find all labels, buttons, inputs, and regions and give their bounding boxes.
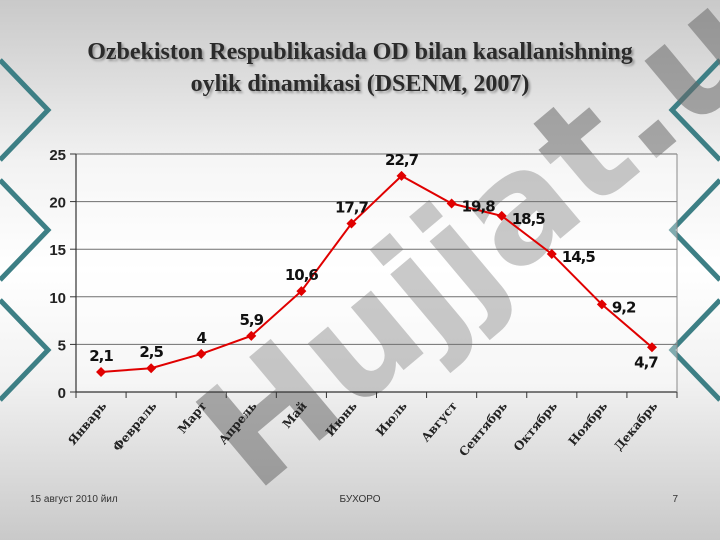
title-line-1: Ozbekiston Respublikasida OD bilan kasal… (87, 39, 633, 65)
data-label: 5,9 (240, 311, 264, 329)
data-point (196, 348, 207, 359)
x-tick-label: Август (418, 399, 460, 445)
data-label: 2,1 (89, 347, 113, 365)
title-line-2: oylik dinamikasi (DSENM, 2007) (190, 71, 530, 97)
page-title: Ozbekiston Respublikasida OD bilan kasal… (20, 36, 700, 100)
y-tick-label: 15 (49, 242, 66, 259)
y-axis-ticks: 0 5 10 15 20 25 (49, 147, 76, 402)
data-label: 4,7 (634, 353, 658, 371)
plot-area (76, 154, 677, 392)
data-label: 9,2 (612, 298, 636, 316)
y-tick-label: 20 (49, 195, 66, 212)
x-tick-label: Апрель (216, 399, 260, 447)
data-point (296, 286, 307, 297)
data-point (146, 363, 157, 374)
series-line-path (100, 174, 653, 374)
x-tick-label: Май (280, 399, 310, 431)
data-point (546, 248, 557, 259)
footer-date: 15 август 2010 йил (30, 494, 118, 505)
data-label: 10,6 (285, 266, 319, 284)
x-tick-label: Июль (373, 399, 410, 439)
x-tick-label: Декабрь (611, 399, 660, 453)
x-tick-label: Ноябрь (566, 399, 611, 448)
data-point (596, 299, 607, 310)
data-labels: 2,1 2,5 4 5,9 10,6 17,7 22,7 19,8 18,5 14,5 9,2 4,7 (89, 151, 659, 371)
x-tick-label: Февраль (110, 399, 159, 454)
data-point (496, 210, 507, 221)
data-point (446, 198, 457, 209)
data-label: 4 (196, 329, 206, 347)
data-label: 19,8 (462, 198, 496, 216)
y-tick-label: 25 (49, 147, 66, 164)
data-point (646, 342, 657, 353)
plot-background (76, 154, 677, 392)
x-tick-label: Июнь (323, 399, 360, 439)
data-point (246, 330, 257, 341)
data-point (396, 170, 407, 181)
y-tick-label: 0 (58, 385, 66, 402)
data-points (96, 170, 657, 378)
data-point (346, 218, 357, 229)
y-tick-label: 10 (49, 290, 66, 307)
left-arrow-decoration (0, 58, 52, 402)
data-label: 14,5 (562, 248, 596, 266)
data-label: 22,7 (385, 151, 419, 169)
x-tick-label: Октябрь (511, 399, 560, 454)
right-arrow-decoration (668, 58, 720, 402)
x-tick-label: Январь (65, 399, 109, 448)
data-label: 2,5 (139, 343, 163, 361)
x-tick-label: Сентябрь (456, 399, 510, 459)
data-point (96, 367, 107, 378)
series-line (100, 174, 653, 374)
data-label: 17,7 (335, 198, 369, 216)
footer-location: БУХОРО (339, 494, 381, 505)
data-label: 18,5 (512, 210, 546, 228)
footer-page-number: 7 (672, 494, 678, 505)
x-tick-label: Март (175, 399, 209, 436)
x-axis-ticks: Январь Февраль Март Апрель Май Июнь Июль Август… (65, 392, 678, 459)
y-tick-label: 5 (58, 337, 66, 354)
